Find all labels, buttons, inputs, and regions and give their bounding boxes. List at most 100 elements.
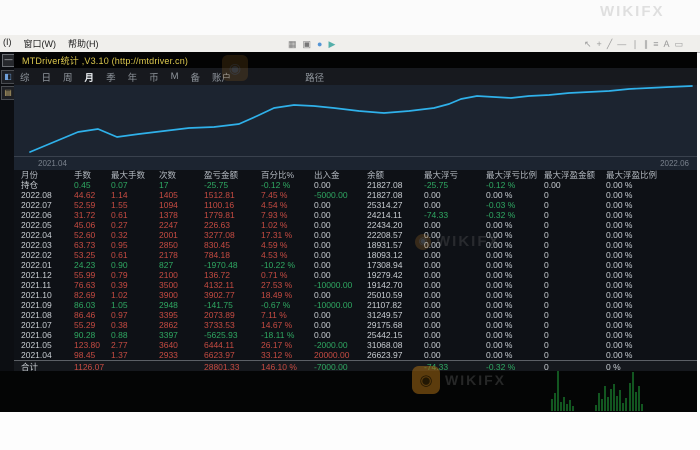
cell: 25442.15	[367, 330, 403, 340]
table-row[interactable]: 2021.10 82.69 1.02 3900 3902.77 18.49 % 0.00 25…	[14, 290, 697, 300]
cell: 1.14	[111, 190, 128, 200]
table-row[interactable]: 2021.12 55.99 0.79 2100 136.72 0.71 % 0.00 1927…	[14, 270, 697, 280]
cell: 19142.70	[367, 280, 403, 290]
indicator-icon[interactable]: ◧	[1, 70, 15, 84]
table-row[interactable]: 2022.06 31.72 0.61 1378 1779.81 7.93 % 0.00 242…	[14, 210, 697, 220]
cell: 2850	[159, 240, 178, 250]
tab-币[interactable]: 币	[149, 72, 159, 84]
cell: 0.00 %	[486, 320, 513, 330]
cell: 19279.42	[367, 270, 403, 280]
menu-item[interactable]: 窗口(W)	[23, 39, 57, 49]
table-row[interactable]: 2022.03 63.73 0.95 2850 830.45 4.59 % 0.00 1893…	[14, 240, 697, 250]
panel-titlebar[interactable]: MTDriver统计 ,V3.10 (http://mtdriver.cn)	[14, 52, 697, 68]
cell: 0.00	[544, 180, 561, 190]
cell: 3900	[159, 290, 178, 300]
cell: -141.75	[204, 300, 233, 310]
crosshair-icon[interactable]: +	[596, 38, 602, 49]
vline-icon[interactable]: ❘	[631, 38, 639, 49]
cell: 0.27	[111, 220, 128, 230]
tab-账户[interactable]: 账户	[212, 72, 232, 84]
table-row[interactable]: 2021.11 76.63 0.39 3500 4132.11 27.53 % -10000…	[14, 280, 697, 290]
table-row[interactable]: 2021.09 86.03 1.05 2948 -141.75 -0.67 % -10000…	[14, 300, 697, 310]
table-row[interactable]: 持仓 0.45 0.07 17 -25.75 -0.12 % 0.00 21827.08 -25…	[14, 180, 697, 190]
menu-item[interactable]: (I)	[3, 37, 12, 47]
cell: 0	[544, 270, 549, 280]
tab-周[interactable]: 周	[63, 72, 73, 84]
cell: 1126.07	[74, 362, 105, 372]
cell: 31249.57	[367, 310, 403, 320]
table-row[interactable]: 2021.05 123.80 2.77 3640 6444.11 26.17 % -2000…	[14, 340, 697, 350]
column-header: 次数	[159, 170, 177, 180]
cell: 14.67 %	[261, 320, 293, 330]
chart-grid-icon[interactable]: ▦	[288, 38, 297, 49]
cell: 22208.57	[367, 230, 403, 240]
tab-路径[interactable]: 路径	[305, 72, 325, 84]
table-row[interactable]: 2021.07 55.29 0.38 2862 3733.53 14.67 % 0.00 29…	[14, 320, 697, 330]
trendline-icon[interactable]: ╱	[606, 38, 613, 49]
table-row[interactable]: 2021.06 90.28 0.88 3397 -5625.93 -18.11 % 0.00…	[14, 330, 697, 340]
cell: 24214.11	[367, 210, 402, 220]
cell: 2022.08	[21, 190, 52, 200]
cell: 4132.11	[204, 280, 235, 290]
menu-item[interactable]: 帮助(H)	[68, 39, 99, 49]
table-row[interactable]: 2022.01 24.23 0.90 827 -1970.48 -10.22 % 0.00 1…	[14, 260, 697, 270]
cell: 26623.97	[367, 350, 403, 360]
tab-日[interactable]: 日	[41, 72, 52, 84]
cell: 0.95	[111, 240, 128, 250]
text-icon[interactable]: A	[663, 38, 670, 49]
shapes-icon[interactable]: ▭	[674, 38, 684, 49]
cell: 18.49 %	[261, 290, 293, 300]
tab-备[interactable]: 备	[190, 72, 201, 84]
cell: 0.00 %	[606, 270, 633, 280]
tab-综[interactable]: 综	[20, 72, 30, 84]
cell: 1094	[159, 200, 178, 210]
cell: 3500	[159, 280, 178, 290]
hline-icon[interactable]: ―	[617, 38, 627, 49]
cell: 0.00	[314, 230, 331, 240]
cell: 17	[159, 180, 169, 190]
cell: 0	[544, 310, 549, 320]
cell: 17308.94	[367, 260, 403, 270]
cell: 0.00 %	[606, 350, 633, 360]
cell: 0.00	[314, 200, 331, 210]
cell: 0	[544, 280, 549, 290]
autotrade-icon[interactable]: ▶	[328, 38, 336, 49]
cell: -5625.93	[204, 330, 238, 340]
channel-icon[interactable]: ∥	[643, 38, 649, 49]
tab-季[interactable]: 季	[106, 72, 116, 84]
table-row[interactable]: 2022.04 52.60 0.32 2001 3277.08 17.31 % 0.00 22…	[14, 230, 697, 240]
globe-icon[interactable]: ●	[317, 38, 323, 49]
new-order-icon[interactable]: ▣	[302, 38, 312, 49]
tab-年[interactable]: 年	[127, 72, 138, 84]
table-row[interactable]: 2022.05 45.06 0.27 2247 226.63 1.02 % 0.00 2243…	[14, 220, 697, 230]
cell: 22434.20	[367, 220, 403, 230]
cell: -10000.00	[314, 280, 353, 290]
cell: 0.79	[111, 270, 128, 280]
cell: 0	[544, 200, 549, 210]
monthly-stats-table: 月份 手数 最大手数 次数 盈亏金额 百分比% 出入金 余额 最大浮亏 最大浮亏比例 最大浮盈金额最…	[14, 170, 697, 375]
cell: 21107.82	[367, 300, 402, 310]
table-row[interactable]: 2022.08 44.62 1.14 1405 1512.81 7.45 % -5000.0…	[14, 190, 697, 200]
cell: 0.00 %	[486, 220, 513, 230]
tab-月[interactable]: 月	[84, 72, 95, 84]
cell: 2021.12	[21, 270, 52, 280]
cell: 2021.04	[21, 350, 52, 360]
cell: 6444.11	[204, 340, 235, 350]
cell: 4.53 %	[261, 250, 288, 260]
table-row[interactable]: 2021.04 98.45 1.37 2933 6623.97 33.12 % 20000.…	[14, 350, 697, 360]
cursor-icon[interactable]: ↖	[584, 38, 592, 49]
table-row[interactable]: 2022.07 52.59 1.55 1094 1100.16 4.54 % 0.00 253…	[14, 200, 697, 210]
cell: 0	[544, 190, 549, 200]
table-row[interactable]: 2021.08 86.46 0.97 3395 2073.89 7.11 % 0.00 312…	[14, 310, 697, 320]
cell: -2000.00	[314, 340, 348, 350]
equity-chart: 2021.04 2022.06	[14, 85, 697, 170]
cell: 1512.81	[204, 190, 235, 200]
cell: 1.55	[111, 200, 128, 210]
template-icon[interactable]: ▤	[1, 86, 15, 100]
table-row[interactable]: 2022.02 53.25 0.61 2178 784.18 4.53 % 0.00 1809…	[14, 250, 697, 260]
cell: 0.00	[424, 280, 441, 290]
tab-M[interactable]: M	[170, 71, 179, 82]
fibo-icon[interactable]: ≡	[653, 38, 659, 49]
cell: 33.12 %	[261, 350, 293, 360]
price-spikes	[551, 371, 643, 411]
